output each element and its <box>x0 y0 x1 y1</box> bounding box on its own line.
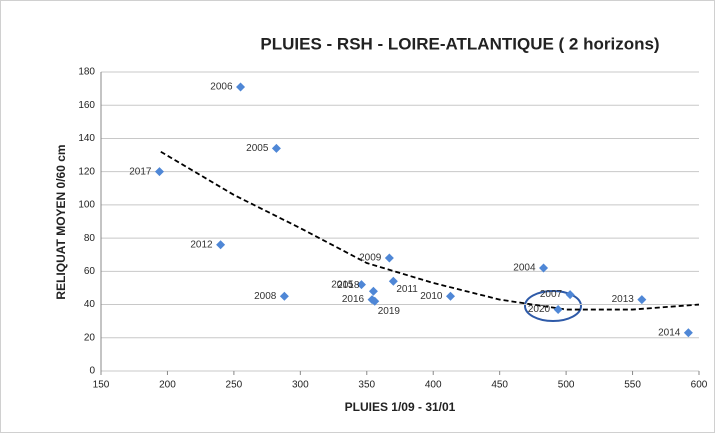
point <box>388 276 398 286</box>
point <box>539 263 549 273</box>
trend-line <box>160 150 700 311</box>
point-label: 2005 <box>246 143 269 154</box>
point-label: 2013 <box>612 294 635 305</box>
x-tick-label: 150 <box>93 380 110 391</box>
point <box>216 240 226 250</box>
point <box>356 280 366 290</box>
y-axis-label: RELIQUAT MOYEN 0/60 cm <box>54 144 68 299</box>
x-tick-label: 500 <box>558 380 575 391</box>
point <box>384 253 394 263</box>
x-tick-label: 300 <box>292 380 309 391</box>
point-label: 2016 <box>342 294 365 305</box>
y-tick-label: 180 <box>78 67 95 78</box>
point <box>553 305 563 315</box>
point-label: 2010 <box>420 291 443 302</box>
y-tick-label: 0 <box>89 366 95 377</box>
point-label: 2006 <box>210 82 233 93</box>
x-tick-label: 400 <box>425 380 442 391</box>
point-label: 2007 <box>540 289 563 300</box>
x-tick-label: 600 <box>691 380 708 391</box>
point-label: 2020 <box>528 304 551 315</box>
point-label: 2014 <box>658 327 681 338</box>
point <box>236 82 246 92</box>
y-tick-label: 140 <box>78 133 95 144</box>
point-label: 2009 <box>359 253 382 264</box>
y-tick-label: 120 <box>78 166 95 177</box>
y-tick-label: 160 <box>78 100 95 111</box>
highlight-ellipse <box>524 290 582 322</box>
point <box>370 296 380 306</box>
point-label: 2008 <box>254 291 277 302</box>
point-label: 2012 <box>190 239 213 250</box>
point <box>637 295 647 305</box>
point-label: 2015 <box>331 279 354 290</box>
point <box>368 286 378 296</box>
point-label: 2004 <box>513 263 536 274</box>
y-tick-label: 20 <box>84 332 96 343</box>
point-label: 2011 <box>396 284 418 295</box>
point <box>154 167 164 177</box>
point <box>683 328 693 338</box>
point <box>565 290 575 300</box>
point <box>445 291 455 301</box>
y-tick-label: 100 <box>78 200 95 211</box>
y-tick-label: 40 <box>84 299 96 310</box>
y-tick-label: 80 <box>84 233 96 244</box>
x-tick-label: 200 <box>159 380 176 391</box>
point <box>279 291 289 301</box>
point-label: 2018 <box>337 280 360 291</box>
y-tick-label: 60 <box>84 266 96 277</box>
point <box>271 143 281 153</box>
x-tick-label: 550 <box>624 380 641 391</box>
x-tick-label: 450 <box>491 380 508 391</box>
x-tick-label: 250 <box>226 380 243 391</box>
point-label: 2019 <box>378 306 401 317</box>
x-axis-label: PLUIES 1/09 - 31/01 <box>345 400 456 414</box>
point-label: 2017 <box>129 166 152 177</box>
chart-title: PLUIES - RSH - LOIRE-ATLANTIQUE ( 2 hori… <box>260 34 659 53</box>
x-tick-label: 350 <box>358 380 375 391</box>
